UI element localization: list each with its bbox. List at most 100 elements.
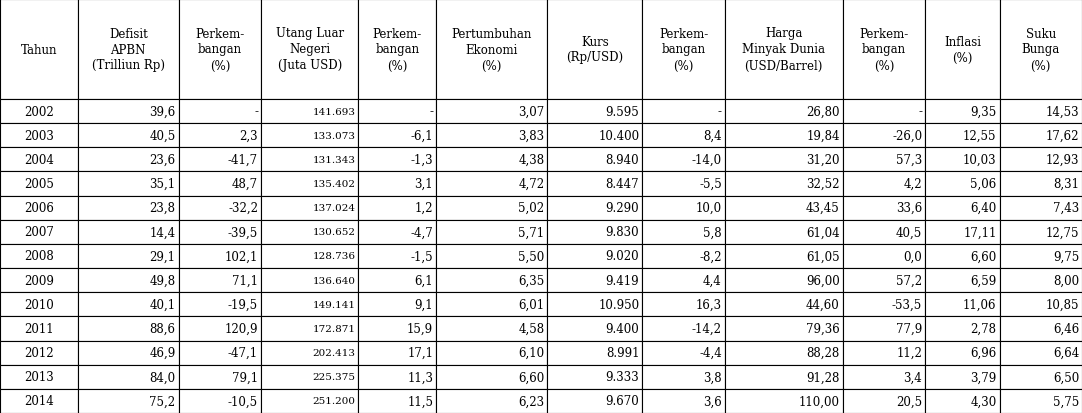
Text: 39,6: 39,6	[149, 105, 175, 118]
Bar	[1000, 365, 1082, 389]
Text: 57,2: 57,2	[896, 274, 922, 287]
Text: 8.447: 8.447	[606, 178, 639, 190]
Text: 130.652: 130.652	[313, 228, 355, 237]
Bar	[1000, 317, 1082, 341]
Bar	[78, 341, 179, 365]
Bar	[78, 292, 179, 317]
Bar	[0, 124, 78, 148]
Bar	[547, 268, 643, 292]
Bar	[925, 244, 1000, 268]
Text: 2007: 2007	[24, 226, 54, 239]
Text: 91,28: 91,28	[806, 370, 840, 383]
Bar	[643, 0, 725, 100]
Bar	[547, 365, 643, 389]
Text: 84,0: 84,0	[149, 370, 175, 383]
Bar	[643, 172, 725, 196]
Bar	[436, 244, 547, 268]
Bar	[643, 317, 725, 341]
Text: 9.419: 9.419	[606, 274, 639, 287]
Text: 4,58: 4,58	[518, 322, 544, 335]
Bar	[179, 292, 261, 317]
Bar	[643, 341, 725, 365]
Text: 61,04: 61,04	[806, 226, 840, 239]
Bar	[643, 244, 725, 268]
Text: 12,93: 12,93	[1045, 154, 1079, 166]
Bar	[261, 220, 358, 244]
Bar	[78, 172, 179, 196]
Text: 9.830: 9.830	[606, 226, 639, 239]
Bar	[436, 317, 547, 341]
Bar	[547, 196, 643, 220]
Text: 40,1: 40,1	[149, 298, 175, 311]
Text: 133.073: 133.073	[313, 131, 355, 140]
Bar	[261, 0, 358, 100]
Text: -53,5: -53,5	[892, 298, 922, 311]
Bar	[1000, 100, 1082, 124]
Text: -47,1: -47,1	[228, 346, 258, 359]
Bar	[358, 389, 436, 413]
Bar	[436, 365, 547, 389]
Bar	[78, 268, 179, 292]
Bar	[725, 220, 843, 244]
Text: 6,59: 6,59	[971, 274, 997, 287]
Text: 128.736: 128.736	[313, 252, 355, 261]
Bar	[358, 317, 436, 341]
Bar	[78, 220, 179, 244]
Bar	[261, 100, 358, 124]
Text: 32,52: 32,52	[806, 178, 840, 190]
Bar	[925, 341, 1000, 365]
Bar	[1000, 124, 1082, 148]
Bar	[0, 292, 78, 317]
Text: 5,06: 5,06	[971, 178, 997, 190]
Text: 9.400: 9.400	[606, 322, 639, 335]
Text: 14,4: 14,4	[149, 226, 175, 239]
Text: 6,60: 6,60	[971, 250, 997, 263]
Bar	[261, 341, 358, 365]
Bar	[547, 124, 643, 148]
Bar	[358, 268, 436, 292]
Bar	[725, 100, 843, 124]
Text: 141.693: 141.693	[313, 107, 355, 116]
Bar	[358, 292, 436, 317]
Text: 131.343: 131.343	[313, 156, 355, 164]
Text: Perkem-
bangan
(%): Perkem- bangan (%)	[372, 27, 422, 72]
Text: 2004: 2004	[24, 154, 54, 166]
Text: 71,1: 71,1	[232, 274, 258, 287]
Text: -8,2: -8,2	[699, 250, 722, 263]
Bar	[843, 389, 925, 413]
Bar	[78, 196, 179, 220]
Bar	[643, 292, 725, 317]
Text: 10,03: 10,03	[963, 154, 997, 166]
Text: 5,75: 5,75	[1053, 394, 1079, 408]
Bar	[179, 124, 261, 148]
Text: 23,6: 23,6	[149, 154, 175, 166]
Text: 5,50: 5,50	[518, 250, 544, 263]
Bar	[925, 172, 1000, 196]
Bar	[643, 268, 725, 292]
Bar	[261, 148, 358, 172]
Text: 77,9: 77,9	[896, 322, 922, 335]
Text: Utang Luar
Negeri
(Juta USD): Utang Luar Negeri (Juta USD)	[276, 27, 344, 72]
Bar	[843, 148, 925, 172]
Text: 79,36: 79,36	[806, 322, 840, 335]
Text: 9.670: 9.670	[606, 394, 639, 408]
Text: 2,78: 2,78	[971, 322, 997, 335]
Text: Kurs
(Rp/USD): Kurs (Rp/USD)	[566, 36, 623, 64]
Bar	[179, 172, 261, 196]
Text: 20,5: 20,5	[896, 394, 922, 408]
Text: 10,85: 10,85	[1045, 298, 1079, 311]
Text: 8,4: 8,4	[703, 129, 722, 142]
Text: 4,38: 4,38	[518, 154, 544, 166]
Bar	[643, 100, 725, 124]
Text: Inflasi
(%): Inflasi (%)	[944, 36, 981, 64]
Bar	[179, 0, 261, 100]
Text: 11,5: 11,5	[407, 394, 433, 408]
Bar	[261, 244, 358, 268]
Bar	[78, 148, 179, 172]
Bar	[643, 220, 725, 244]
Text: -: -	[254, 105, 258, 118]
Text: 96,00: 96,00	[806, 274, 840, 287]
Bar	[358, 148, 436, 172]
Bar	[547, 172, 643, 196]
Bar	[358, 100, 436, 124]
